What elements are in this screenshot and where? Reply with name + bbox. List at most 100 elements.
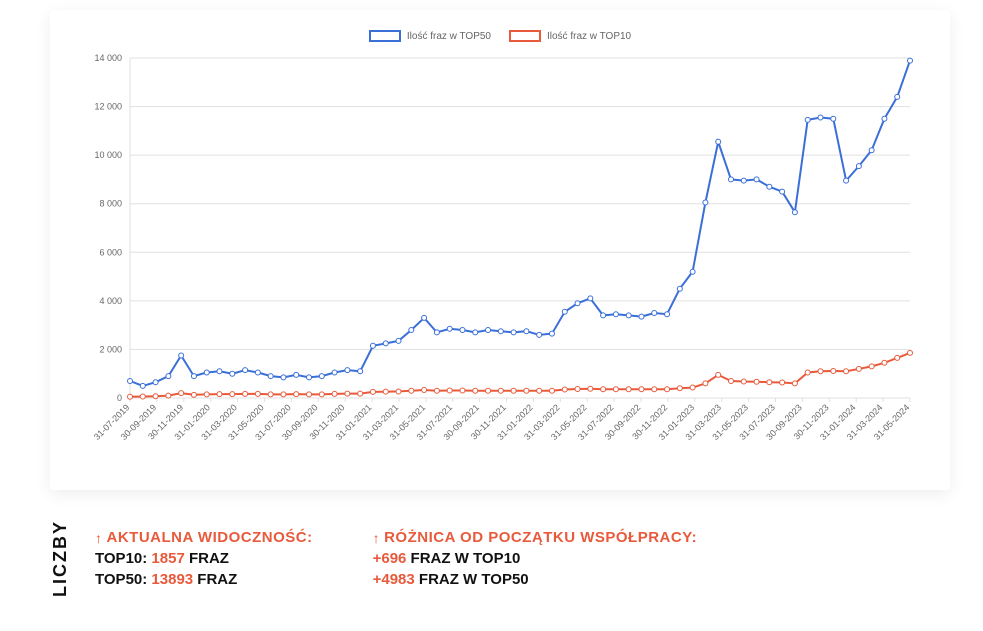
series-point [844,369,849,374]
svg-text:8 000: 8 000 [99,199,122,209]
series-point [652,311,657,316]
series-point [831,116,836,121]
series-point [882,360,887,365]
series-point [716,372,721,377]
series-point [486,388,491,393]
svg-text:12 000: 12 000 [94,102,122,112]
svg-text:2 000: 2 000 [99,344,122,354]
stats-side-title: LICZBY [50,520,71,597]
series-point [690,385,695,390]
legend-label: Ilość fraz w TOP10 [547,31,631,42]
stats-diff-heading: ↑ RÓŻNICA OD POCZĄTKU WSPÓŁPRACY: [373,529,698,546]
series-point [319,374,324,379]
series-point [575,301,580,306]
series-point [128,379,133,384]
series-point [511,388,516,393]
series-point [294,392,299,397]
series-point [460,328,465,333]
svg-text:4 000: 4 000 [99,296,122,306]
series-point [140,394,145,399]
series-point [639,387,644,392]
stats-top10-value: 1857 [151,550,184,567]
stats-diff-top50-value: +4983 [373,571,415,588]
series-point [677,386,682,391]
series-point [767,184,772,189]
series-top50 [130,61,910,386]
series-point [908,58,913,63]
stats-top50-prefix: TOP50: [95,571,151,588]
series-point [537,332,542,337]
series-point [537,388,542,393]
stats-col-current: ↑ AKTUALNA WIDOCZNOŚĆ: TOP10: 1857 FRAZ … [95,529,313,588]
series-point [869,148,874,153]
series-point [818,369,823,374]
series-point [255,370,260,375]
series-point [153,380,158,385]
series-point [191,374,196,379]
series-point [230,371,235,376]
series-point [818,115,823,120]
series-point [754,379,759,384]
series-point [741,178,746,183]
series-point [383,341,388,346]
series-point [498,329,503,334]
stats-columns: ↑ AKTUALNA WIDOCZNOŚĆ: TOP10: 1857 FRAZ … [95,529,697,588]
series-point [370,343,375,348]
series-point [805,370,810,375]
series-point [473,330,478,335]
legend-swatch [369,30,401,42]
series-point [562,387,567,392]
series-point [498,388,503,393]
series-point [486,328,491,333]
series-point [767,380,772,385]
arrow-up-icon: ↑ [95,530,103,546]
stats-diff-top10-line: +696 FRAZ W TOP10 [373,550,698,567]
stats-diff-top10-value: +696 [373,550,407,567]
series-point [601,387,606,392]
series-point [434,388,439,393]
stats-diff-top50-suffix: FRAZ W TOP50 [415,571,529,588]
series-point [422,315,427,320]
stats-top50-value: 13893 [151,571,193,588]
stats-top10-prefix: TOP10: [95,550,151,567]
series-point [396,338,401,343]
series-point [613,312,618,317]
series-point [703,381,708,386]
series-point [447,326,452,331]
series-point [780,189,785,194]
series-point [396,389,401,394]
series-point [358,391,363,396]
series-point [716,139,721,144]
series-point [409,328,414,333]
series-point [319,392,324,397]
series-point [383,389,388,394]
series-point [601,313,606,318]
series-point [332,391,337,396]
series-point [780,380,785,385]
series-point [626,387,631,392]
series-point [626,313,631,318]
series-point [447,388,452,393]
series-point [281,375,286,380]
arrow-up-icon: ↑ [373,530,381,546]
series-point [869,364,874,369]
svg-text:6 000: 6 000 [99,247,122,257]
series-point [562,309,567,314]
series-point [549,388,554,393]
series-point [524,329,529,334]
series-point [166,374,171,379]
series-point [665,312,670,317]
svg-text:14 000: 14 000 [94,53,122,63]
series-point [831,369,836,374]
series-point [422,387,427,392]
series-point [473,388,478,393]
chart-card: Ilość fraz w TOP50Ilość fraz w TOP10 02 … [50,10,950,490]
series-point [792,381,797,386]
svg-text:10 000: 10 000 [94,150,122,160]
series-point [728,177,733,182]
legend-label: Ilość fraz w TOP50 [407,31,491,42]
series-point [140,383,145,388]
series-point [243,368,248,373]
series-top10 [130,353,910,397]
series-point [549,331,554,336]
